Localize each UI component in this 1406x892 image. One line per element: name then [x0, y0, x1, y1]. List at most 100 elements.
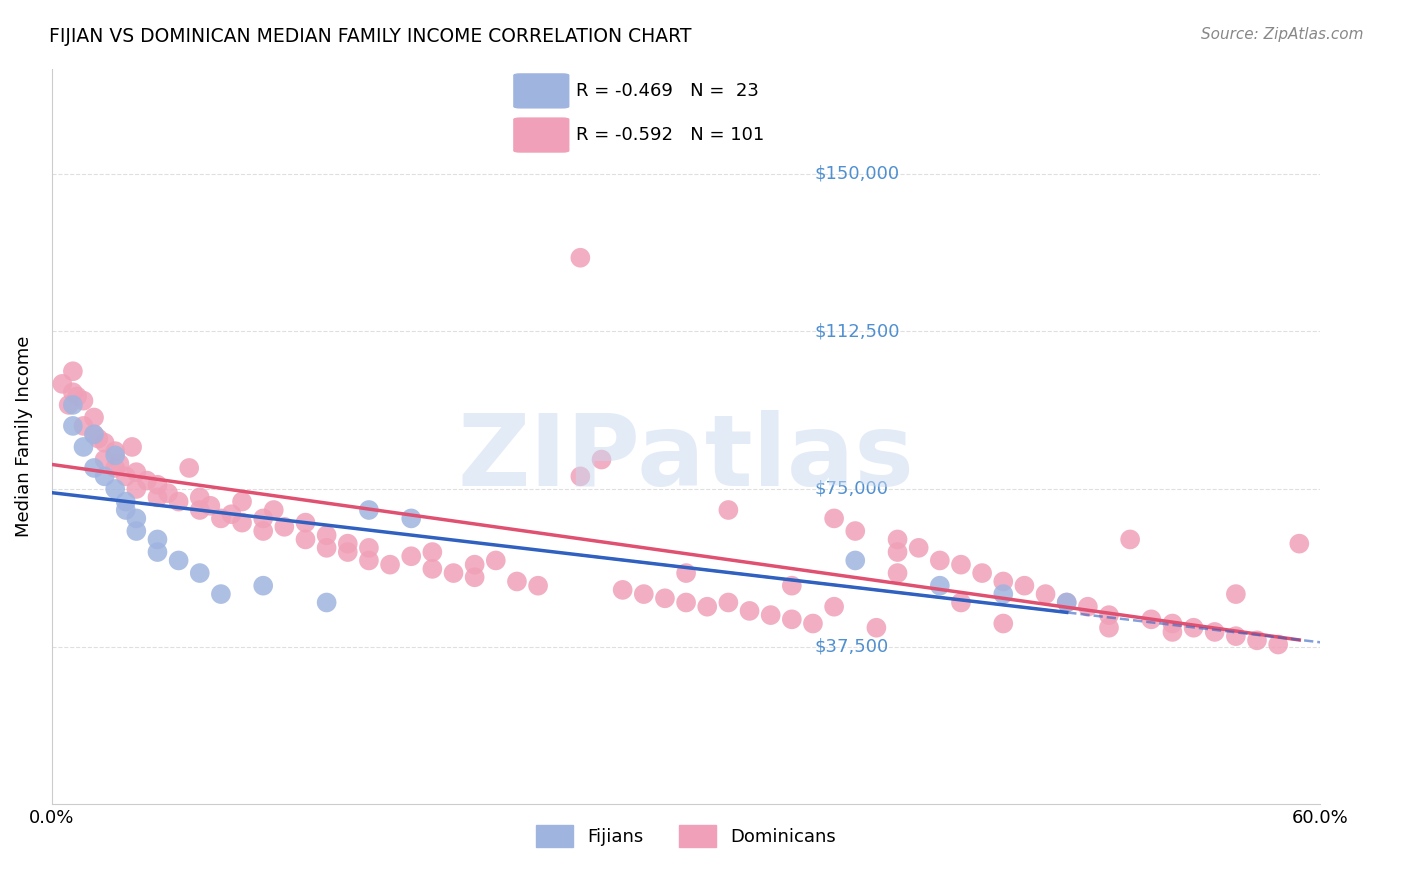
Point: [780, 579, 803, 593]
Point: [378, 558, 401, 572]
Point: [146, 477, 169, 491]
Point: [1267, 638, 1289, 652]
Point: [738, 604, 761, 618]
Point: [633, 587, 655, 601]
Point: [422, 562, 444, 576]
Point: [1182, 621, 1205, 635]
Point: [443, 566, 465, 580]
Point: [252, 511, 274, 525]
Point: [464, 558, 486, 572]
Point: [886, 533, 908, 547]
Point: [1056, 595, 1078, 609]
Point: [506, 574, 529, 589]
Point: [62, 398, 84, 412]
Point: [972, 566, 994, 580]
Point: [87, 432, 110, 446]
Point: [569, 251, 592, 265]
Point: [696, 599, 718, 614]
Point: [569, 469, 592, 483]
Text: ZIPatlas: ZIPatlas: [458, 410, 914, 507]
Point: [1098, 621, 1121, 635]
Point: [886, 545, 908, 559]
Point: [865, 621, 887, 635]
Text: FIJIAN VS DOMINICAN MEDIAN FAMILY INCOME CORRELATION CHART: FIJIAN VS DOMINICAN MEDIAN FAMILY INCOME…: [49, 27, 692, 45]
Point: [1246, 633, 1268, 648]
Point: [1161, 624, 1184, 639]
Point: [591, 452, 613, 467]
Point: [209, 511, 232, 525]
Point: [780, 612, 803, 626]
Point: [125, 482, 148, 496]
Point: [1225, 629, 1247, 643]
Point: [357, 553, 380, 567]
Point: [993, 616, 1015, 631]
Point: [146, 533, 169, 547]
Point: [167, 494, 190, 508]
Point: [93, 452, 115, 467]
Y-axis label: Median Family Income: Median Family Income: [15, 335, 32, 537]
Point: [1035, 587, 1057, 601]
Point: [675, 566, 697, 580]
Point: [1014, 579, 1036, 593]
Point: [464, 570, 486, 584]
Point: [1288, 536, 1310, 550]
Point: [336, 545, 359, 559]
Point: [93, 469, 115, 483]
Point: [1056, 595, 1078, 609]
Point: [104, 444, 127, 458]
Point: [121, 440, 143, 454]
Point: [231, 494, 253, 508]
Point: [72, 393, 94, 408]
Point: [844, 553, 866, 567]
Point: [146, 491, 169, 505]
Point: [823, 511, 845, 525]
Point: [135, 474, 157, 488]
Point: [125, 465, 148, 479]
Point: [485, 553, 508, 567]
Point: [315, 528, 337, 542]
Point: [273, 520, 295, 534]
Point: [114, 469, 136, 483]
Point: [1161, 616, 1184, 631]
Point: [1140, 612, 1163, 626]
Point: [93, 435, 115, 450]
Point: [844, 524, 866, 538]
Point: [188, 566, 211, 580]
Point: [315, 595, 337, 609]
Point: [907, 541, 929, 555]
Point: [252, 579, 274, 593]
Point: [357, 503, 380, 517]
Point: [209, 587, 232, 601]
Point: [823, 599, 845, 614]
FancyBboxPatch shape: [513, 73, 569, 109]
Point: [928, 553, 950, 567]
Point: [83, 461, 105, 475]
Point: [231, 516, 253, 530]
Point: [157, 486, 180, 500]
Point: [717, 595, 740, 609]
Point: [62, 364, 84, 378]
Point: [294, 516, 316, 530]
Point: [72, 418, 94, 433]
Point: [62, 418, 84, 433]
Point: [83, 427, 105, 442]
Point: [928, 579, 950, 593]
Point: [399, 549, 422, 564]
Point: [801, 616, 824, 631]
FancyBboxPatch shape: [513, 118, 569, 153]
Point: [104, 461, 127, 475]
Point: [1098, 608, 1121, 623]
Point: [83, 427, 105, 442]
Point: [167, 553, 190, 567]
Text: $75,000: $75,000: [814, 480, 889, 498]
Point: [83, 410, 105, 425]
Point: [399, 511, 422, 525]
Point: [66, 389, 89, 403]
Point: [104, 482, 127, 496]
Point: [759, 608, 782, 623]
Point: [72, 440, 94, 454]
Point: [886, 566, 908, 580]
Point: [717, 503, 740, 517]
Point: [527, 579, 550, 593]
Point: [1119, 533, 1142, 547]
